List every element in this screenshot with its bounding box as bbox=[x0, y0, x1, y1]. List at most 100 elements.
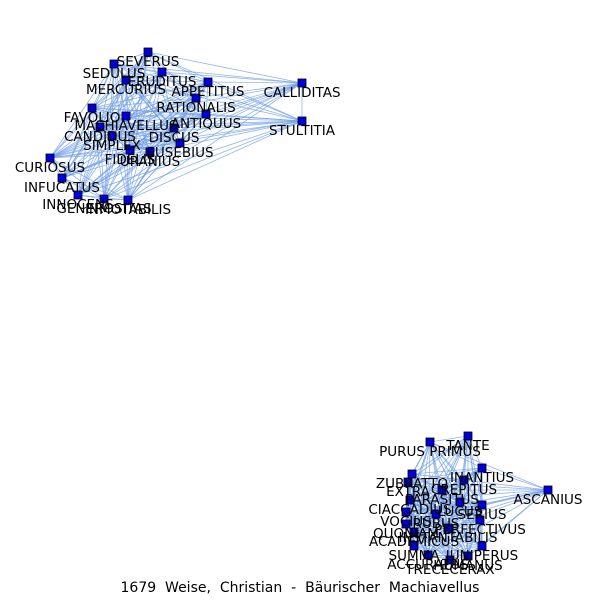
node-label: FIDELIS bbox=[105, 152, 156, 168]
edge bbox=[61, 135, 113, 179]
node-marker bbox=[437, 485, 447, 495]
node-marker bbox=[445, 555, 455, 565]
edge bbox=[441, 489, 483, 506]
node-label: EUSEBIUS bbox=[146, 145, 213, 161]
node-marker bbox=[401, 519, 411, 529]
node-label: INSTANTABILIS bbox=[399, 530, 498, 546]
edge bbox=[407, 481, 429, 556]
edge bbox=[77, 126, 101, 196]
edge bbox=[427, 489, 549, 556]
edge bbox=[405, 519, 481, 525]
edge bbox=[411, 467, 483, 475]
edge bbox=[61, 126, 101, 179]
node-label: ANTIQUUS bbox=[171, 116, 242, 132]
node-marker bbox=[459, 475, 469, 485]
edge bbox=[49, 126, 101, 159]
node-marker bbox=[423, 550, 433, 560]
edge bbox=[113, 63, 303, 84]
edge bbox=[405, 479, 465, 513]
edge bbox=[409, 489, 443, 501]
edge bbox=[111, 135, 151, 153]
node-label: INNOCENS bbox=[42, 197, 113, 213]
edge bbox=[409, 489, 549, 501]
edge bbox=[125, 115, 181, 144]
edge bbox=[49, 157, 105, 200]
node-marker bbox=[87, 103, 97, 113]
edge bbox=[103, 149, 131, 200]
node-label: PURUS PRIMUS bbox=[379, 444, 481, 460]
node-label: INFUCATUS bbox=[24, 180, 100, 196]
node-label: ERUDITUS bbox=[128, 74, 197, 90]
edge bbox=[77, 151, 151, 196]
edge bbox=[435, 513, 481, 521]
edge bbox=[91, 71, 163, 109]
edge bbox=[127, 120, 303, 201]
edge bbox=[127, 82, 303, 201]
node-marker bbox=[463, 431, 473, 441]
node-label: GENEROSITAS bbox=[56, 201, 151, 217]
edge bbox=[113, 63, 303, 122]
edge bbox=[61, 177, 129, 201]
edge bbox=[147, 51, 209, 83]
edge bbox=[111, 120, 303, 137]
node-label: CREPITUS bbox=[431, 482, 497, 498]
node-label: INMOTABILIS bbox=[85, 202, 171, 218]
node-marker bbox=[477, 541, 487, 551]
node-marker bbox=[143, 47, 153, 57]
edge bbox=[429, 441, 483, 506]
node-marker bbox=[543, 485, 553, 495]
edge bbox=[409, 499, 481, 521]
edge bbox=[125, 79, 303, 122]
edge bbox=[427, 513, 437, 556]
edge bbox=[61, 63, 115, 179]
edge bbox=[411, 435, 469, 475]
node-marker bbox=[425, 437, 435, 447]
node-marker bbox=[123, 195, 133, 205]
node-label: SUMMA bbox=[389, 548, 441, 564]
edge bbox=[429, 435, 469, 443]
node-marker bbox=[107, 131, 117, 141]
edge bbox=[99, 97, 197, 128]
edge bbox=[103, 142, 181, 200]
edge bbox=[405, 489, 549, 513]
node-marker bbox=[121, 111, 131, 121]
node-marker bbox=[125, 145, 135, 155]
edge bbox=[407, 481, 443, 491]
node-label: SEDULUS bbox=[83, 66, 146, 82]
edge bbox=[413, 531, 483, 547]
edge bbox=[91, 107, 105, 200]
edge bbox=[413, 519, 481, 547]
node-marker bbox=[297, 78, 307, 88]
edge bbox=[447, 527, 451, 561]
edge bbox=[405, 513, 437, 525]
edge bbox=[405, 523, 449, 529]
node-marker bbox=[405, 495, 415, 505]
edge bbox=[61, 127, 175, 179]
node-label: ASCANIUS bbox=[514, 492, 583, 508]
edge bbox=[61, 51, 149, 179]
edge bbox=[99, 113, 207, 128]
node-label: CIACCADIUS bbox=[368, 502, 451, 518]
edge bbox=[205, 82, 303, 115]
node-layer bbox=[45, 47, 553, 565]
edge bbox=[205, 113, 303, 122]
edge bbox=[111, 135, 181, 144]
node-label: VOCIUS bbox=[380, 514, 431, 530]
node-marker bbox=[443, 523, 453, 533]
edge bbox=[467, 435, 483, 469]
node-label: APPETITUS bbox=[172, 84, 245, 100]
edge bbox=[405, 511, 451, 561]
edge bbox=[91, 79, 127, 109]
node-marker bbox=[203, 77, 213, 87]
node-marker bbox=[455, 497, 465, 507]
edge bbox=[427, 545, 483, 556]
edge bbox=[113, 51, 149, 65]
edge bbox=[91, 81, 209, 109]
edge bbox=[99, 120, 303, 128]
edge bbox=[405, 504, 483, 513]
node-label: ZUBRATTO bbox=[376, 476, 448, 492]
edge bbox=[179, 82, 303, 144]
node-marker bbox=[73, 190, 83, 200]
edge bbox=[161, 71, 303, 84]
